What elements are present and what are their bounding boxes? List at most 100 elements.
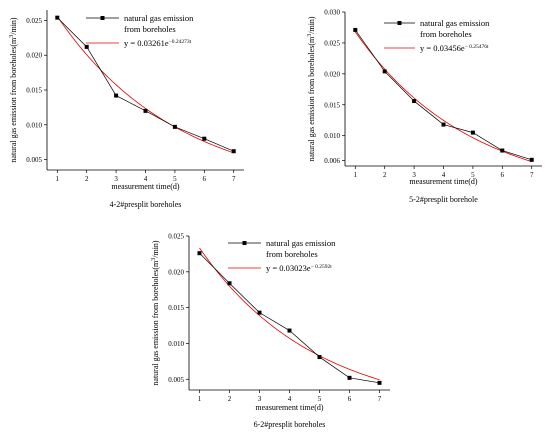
x-tick-label: 2 xyxy=(383,171,387,179)
y-tick-label: 0.006 xyxy=(324,157,340,165)
legend-fit-label: y = 0.03456e− 0.25476t xyxy=(420,43,489,53)
data-point xyxy=(197,251,202,256)
y-tick-label: 0.025 xyxy=(324,39,340,47)
data-point xyxy=(114,93,119,98)
chart-panel-1: 1 2 3 4 5 6 7 0.005 0.010 0.015 0.020 0.025 measurem… xyxy=(9,10,244,209)
data-point xyxy=(441,122,446,127)
y-tick-label: 0.005 xyxy=(26,156,42,164)
legend-measured-label-line1: natural gas emission xyxy=(420,18,490,28)
legend-fit-exponent: −0.24273t xyxy=(169,39,192,45)
y-tick-label: 0.020 xyxy=(26,52,42,60)
legend-measured-label-line2: from boreholes xyxy=(420,29,472,39)
x-tick-label: 1 xyxy=(56,175,60,183)
x-tick-label: 3 xyxy=(258,395,262,403)
x-tick-label: 5 xyxy=(173,175,177,183)
fit-curve xyxy=(56,16,234,154)
y-tick-label: 0.030 xyxy=(324,9,340,17)
y-axis-label-end: /min) xyxy=(307,16,316,34)
x-tick-label: 7 xyxy=(530,171,534,179)
chart-panel-3: 1 2 3 4 5 6 7 0.005 0.010 0.015 0.020 0.025 measurem… xyxy=(151,233,390,429)
data-point xyxy=(231,149,236,154)
y-axis-label-end: /min) xyxy=(151,240,160,258)
y-tick-label: 0.010 xyxy=(324,132,340,140)
data-point xyxy=(287,328,292,333)
legend-fit-exponent: − 0.25476t xyxy=(465,44,489,50)
x-tick-label: 3 xyxy=(412,171,416,179)
x-tick-label: 1 xyxy=(354,171,358,179)
y-axis-label-main: natural gas emission from boreholes(m xyxy=(307,36,316,162)
x-axis-label: measurement time(d) xyxy=(111,182,180,191)
x-tick-label: 2 xyxy=(228,395,232,403)
data-point xyxy=(257,310,262,315)
x-tick-label: 6 xyxy=(203,175,207,183)
y-axis-label: natural gas emission from boreholes(m3/m… xyxy=(151,240,160,386)
x-tick-label: 5 xyxy=(471,171,475,179)
y-axis-label: natural gas emission from boreholes(m3/m… xyxy=(307,16,316,162)
y-tick-label: 0.015 xyxy=(26,87,42,95)
legend-measured-marker xyxy=(100,16,105,20)
legend-measured-label-line2: from boreholes xyxy=(266,249,318,259)
chart-panel-2: 1 2 3 4 5 6 7 0.010 0.015 0.020 0.025 0.030 0.006 mea… xyxy=(307,9,542,204)
data-point xyxy=(84,44,89,49)
legend-fit-label: y = 0.03261e−0.24273t xyxy=(124,38,192,48)
y-tick-label: 0.025 xyxy=(168,233,184,241)
y-axis-label: natural gas emission from boreholes(m3/m… xyxy=(9,17,18,163)
y-tick-label: 0.010 xyxy=(168,340,184,348)
y-tick-label: 0.015 xyxy=(324,101,340,109)
y-tick-label: 0.020 xyxy=(324,70,340,78)
data-point xyxy=(377,380,382,385)
x-tick-label: 2 xyxy=(85,175,89,183)
legend-measured-label-line1: natural gas emission xyxy=(266,238,336,248)
data-point xyxy=(172,124,177,129)
x-axis-label: measurement time(d) xyxy=(255,403,324,412)
legend-measured-marker xyxy=(397,21,402,25)
y-tick-label: 0.025 xyxy=(26,17,42,25)
x-tick-label: 5 xyxy=(318,395,322,403)
y-axis-label-main: natural gas emission from boreholes(m xyxy=(9,37,18,163)
y-axis-label-end: /min) xyxy=(9,17,18,35)
legend-fit-label: y = 0.03023e− 0.2592t xyxy=(266,263,332,273)
data-point xyxy=(347,375,352,380)
data-point xyxy=(317,355,322,360)
data-point xyxy=(500,148,505,153)
x-tick-label: 4 xyxy=(442,171,446,179)
legend-measured-marker xyxy=(242,241,247,245)
x-tick-label: 4 xyxy=(288,395,292,403)
y-tick-label: 0.020 xyxy=(168,268,184,276)
data-point xyxy=(143,108,148,113)
legend-fit-exponent: − 0.2592t xyxy=(311,264,333,270)
data-point xyxy=(353,27,358,32)
x-tick-label: 3 xyxy=(114,175,118,183)
y-tick-label: 0.010 xyxy=(26,121,42,129)
data-point xyxy=(529,157,534,162)
y-axis-label-main: natural gas emission from boreholes(m xyxy=(151,260,160,386)
data-point xyxy=(412,99,417,104)
y-axis-label-sup: 3 xyxy=(151,258,157,261)
x-tick-label: 6 xyxy=(348,395,352,403)
legend-measured-label-line1: natural gas emission xyxy=(124,13,194,23)
x-axis-label: measurement time(d) xyxy=(409,177,478,186)
data-point xyxy=(202,136,207,141)
y-axis-label-sup: 3 xyxy=(307,34,313,37)
legend-measured-label-line2: from boreholes xyxy=(124,24,176,34)
legend-fit-equation: y = 0.03261e xyxy=(124,38,169,48)
data-point xyxy=(55,15,60,20)
chart-caption: 4-2#presplit boreholes xyxy=(110,200,182,209)
x-tick-label: 4 xyxy=(144,175,148,183)
x-tick-label: 7 xyxy=(378,395,382,403)
data-point xyxy=(382,69,387,74)
y-axis-label-sup: 3 xyxy=(9,35,15,38)
data-point xyxy=(227,281,232,286)
x-tick-label: 7 xyxy=(232,175,236,183)
fit-curve xyxy=(199,247,380,381)
chart-caption: 6-2#presplit boreholes xyxy=(254,420,326,429)
y-tick-label: 0.015 xyxy=(168,304,184,312)
legend-fit-equation: y = 0.03456e xyxy=(420,43,465,53)
legend-fit-equation: y = 0.03023e xyxy=(266,263,311,273)
x-tick-label: 6 xyxy=(501,171,505,179)
y-tick-label: 0.005 xyxy=(168,376,184,384)
